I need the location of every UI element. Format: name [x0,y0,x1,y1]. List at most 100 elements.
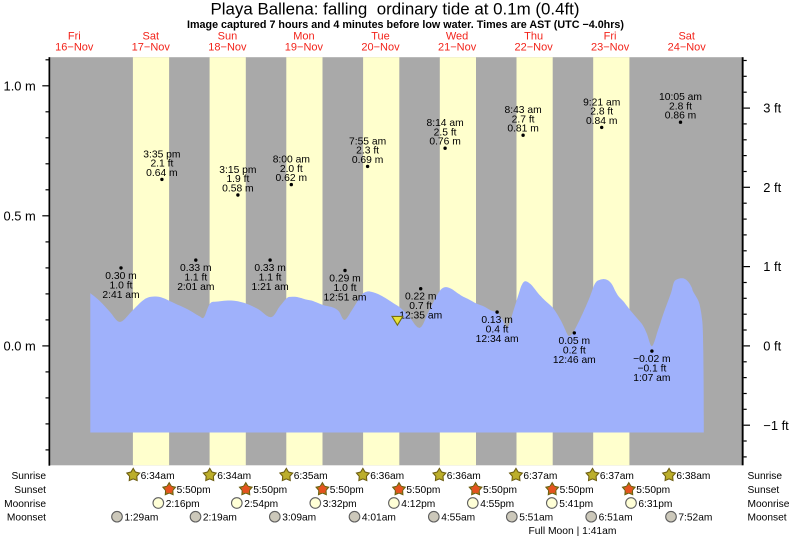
svg-text:0.5 m: 0.5 m [4,208,36,223]
svg-text:3:35 pm: 3:35 pm [143,149,180,160]
svg-text:5:50pm: 5:50pm [330,485,364,496]
svg-text:6:51am: 6:51am [599,513,633,524]
svg-text:Mon: Mon [293,30,314,42]
svg-text:Sunrise: Sunrise [11,471,46,482]
svg-text:Moonset: Moonset [748,513,787,524]
svg-text:6:36am: 6:36am [447,471,481,482]
svg-text:2.7 ft: 2.7 ft [512,114,535,125]
svg-text:3:32pm: 3:32pm [323,499,357,510]
svg-text:0.81 m: 0.81 m [507,124,538,135]
svg-text:12:46 am: 12:46 am [553,355,596,366]
svg-text:0.84 m: 0.84 m [586,116,617,127]
svg-text:18−Nov: 18−Nov [208,42,247,54]
svg-text:1.0 m: 1.0 m [4,78,36,93]
svg-text:24−Nov: 24−Nov [668,42,707,54]
svg-text:Image captured 7 hours and 4 m: Image captured 7 hours and 4 minutes bef… [187,19,624,31]
svg-text:17−Nov: 17−Nov [132,42,171,54]
svg-text:6:37am: 6:37am [523,471,557,482]
svg-text:10:05 am: 10:05 am [659,92,702,103]
svg-text:3 ft: 3 ft [763,101,781,116]
svg-text:6:35am: 6:35am [294,471,328,482]
svg-text:0.86 m: 0.86 m [665,111,696,122]
svg-text:2.1 ft: 2.1 ft [150,159,173,170]
svg-text:21−Nov: 21−Nov [438,42,477,54]
svg-text:4:12pm: 4:12pm [401,499,435,510]
svg-text:0.69 m: 0.69 m [352,155,383,166]
svg-text:5:50pm: 5:50pm [636,485,670,496]
svg-text:Moonrise: Moonrise [748,499,790,510]
svg-text:Full Moon | 1:41am: Full Moon | 1:41am [529,526,617,537]
svg-text:Moonrise: Moonrise [4,499,46,510]
svg-text:7:55 am: 7:55 am [349,136,386,147]
svg-text:5:50pm: 5:50pm [560,485,594,496]
svg-text:Sat: Sat [678,30,695,42]
svg-text:1:21 am: 1:21 am [251,282,288,293]
svg-text:5:51am: 5:51am [519,513,553,524]
svg-text:19−Nov: 19−Nov [285,42,324,54]
svg-text:Wed: Wed [446,30,468,42]
svg-text:2.8 ft: 2.8 ft [590,107,613,118]
svg-text:1.1 ft: 1.1 ft [259,273,282,284]
svg-text:−0.02 m: −0.02 m [633,354,671,365]
svg-text:5:41pm: 5:41pm [559,499,593,510]
svg-text:0.30 m: 0.30 m [105,271,136,282]
svg-text:12:51 am: 12:51 am [324,292,367,303]
svg-text:6:38am: 6:38am [676,471,710,482]
svg-text:1:29am: 1:29am [124,513,158,524]
svg-text:Fri: Fri [604,30,617,42]
svg-text:0.22 m: 0.22 m [405,292,436,303]
svg-text:5:50pm: 5:50pm [406,485,440,496]
svg-text:20−Nov: 20−Nov [361,42,400,54]
svg-text:2.0 ft: 2.0 ft [280,164,303,175]
svg-text:2:41 am: 2:41 am [102,290,139,301]
svg-text:2.8 ft: 2.8 ft [669,101,692,112]
svg-text:0 ft: 0 ft [763,339,781,354]
svg-text:12:34 am: 12:34 am [476,334,519,345]
svg-text:0.76 m: 0.76 m [429,137,460,148]
svg-text:0.58 m: 0.58 m [222,183,253,194]
svg-text:0.7 ft: 0.7 ft [409,301,432,312]
svg-text:Fri: Fri [68,30,81,42]
svg-text:Playa Ballena: falling ordina: Playa Ballena: falling ordinary tide at … [211,0,580,19]
svg-text:6:31pm: 6:31pm [638,499,672,510]
svg-text:1.0 ft: 1.0 ft [110,280,133,291]
svg-text:3:15 pm: 3:15 pm [219,165,256,176]
svg-text:0.2 ft: 0.2 ft [563,345,586,356]
svg-text:0.64 m: 0.64 m [146,168,177,179]
svg-text:−1 ft: −1 ft [763,418,789,433]
svg-text:0.4 ft: 0.4 ft [486,325,509,336]
svg-text:8:00 am: 8:00 am [273,155,310,166]
svg-text:0.29 m: 0.29 m [329,273,360,284]
svg-text:4:01am: 4:01am [362,513,396,524]
svg-text:1.9 ft: 1.9 ft [226,174,249,185]
svg-text:Sunrise: Sunrise [748,471,783,482]
svg-text:5:50pm: 5:50pm [177,485,211,496]
svg-text:0.05 m: 0.05 m [559,336,590,347]
svg-text:6:37am: 6:37am [600,471,634,482]
svg-text:1.0 ft: 1.0 ft [334,283,357,294]
svg-text:Moonset: Moonset [7,513,46,524]
svg-text:2:16pm: 2:16pm [166,499,200,510]
svg-text:2:01 am: 2:01 am [177,282,214,293]
svg-text:Tue: Tue [371,30,390,42]
svg-text:2 ft: 2 ft [763,180,781,195]
svg-text:16−Nov: 16−Nov [55,42,94,54]
svg-text:−0.1 ft: −0.1 ft [637,364,666,375]
svg-text:1 ft: 1 ft [763,259,781,274]
svg-text:5:50pm: 5:50pm [483,485,517,496]
svg-text:1:07 am: 1:07 am [633,373,670,384]
svg-text:Thu: Thu [524,30,543,42]
svg-text:8:43 am: 8:43 am [504,105,541,116]
svg-text:12:35 am: 12:35 am [399,311,442,322]
svg-text:0.33 m: 0.33 m [180,263,211,274]
svg-text:2:54pm: 2:54pm [244,499,278,510]
svg-text:23−Nov: 23−Nov [591,42,630,54]
svg-text:7:52am: 7:52am [678,513,712,524]
svg-text:6:34am: 6:34am [141,471,175,482]
svg-text:2.5 ft: 2.5 ft [434,127,457,138]
svg-text:0.62 m: 0.62 m [276,173,307,184]
svg-text:4:55am: 4:55am [441,513,475,524]
svg-text:22−Nov: 22−Nov [514,42,553,54]
svg-text:4:55pm: 4:55pm [480,499,514,510]
svg-text:2:19am: 2:19am [203,513,237,524]
